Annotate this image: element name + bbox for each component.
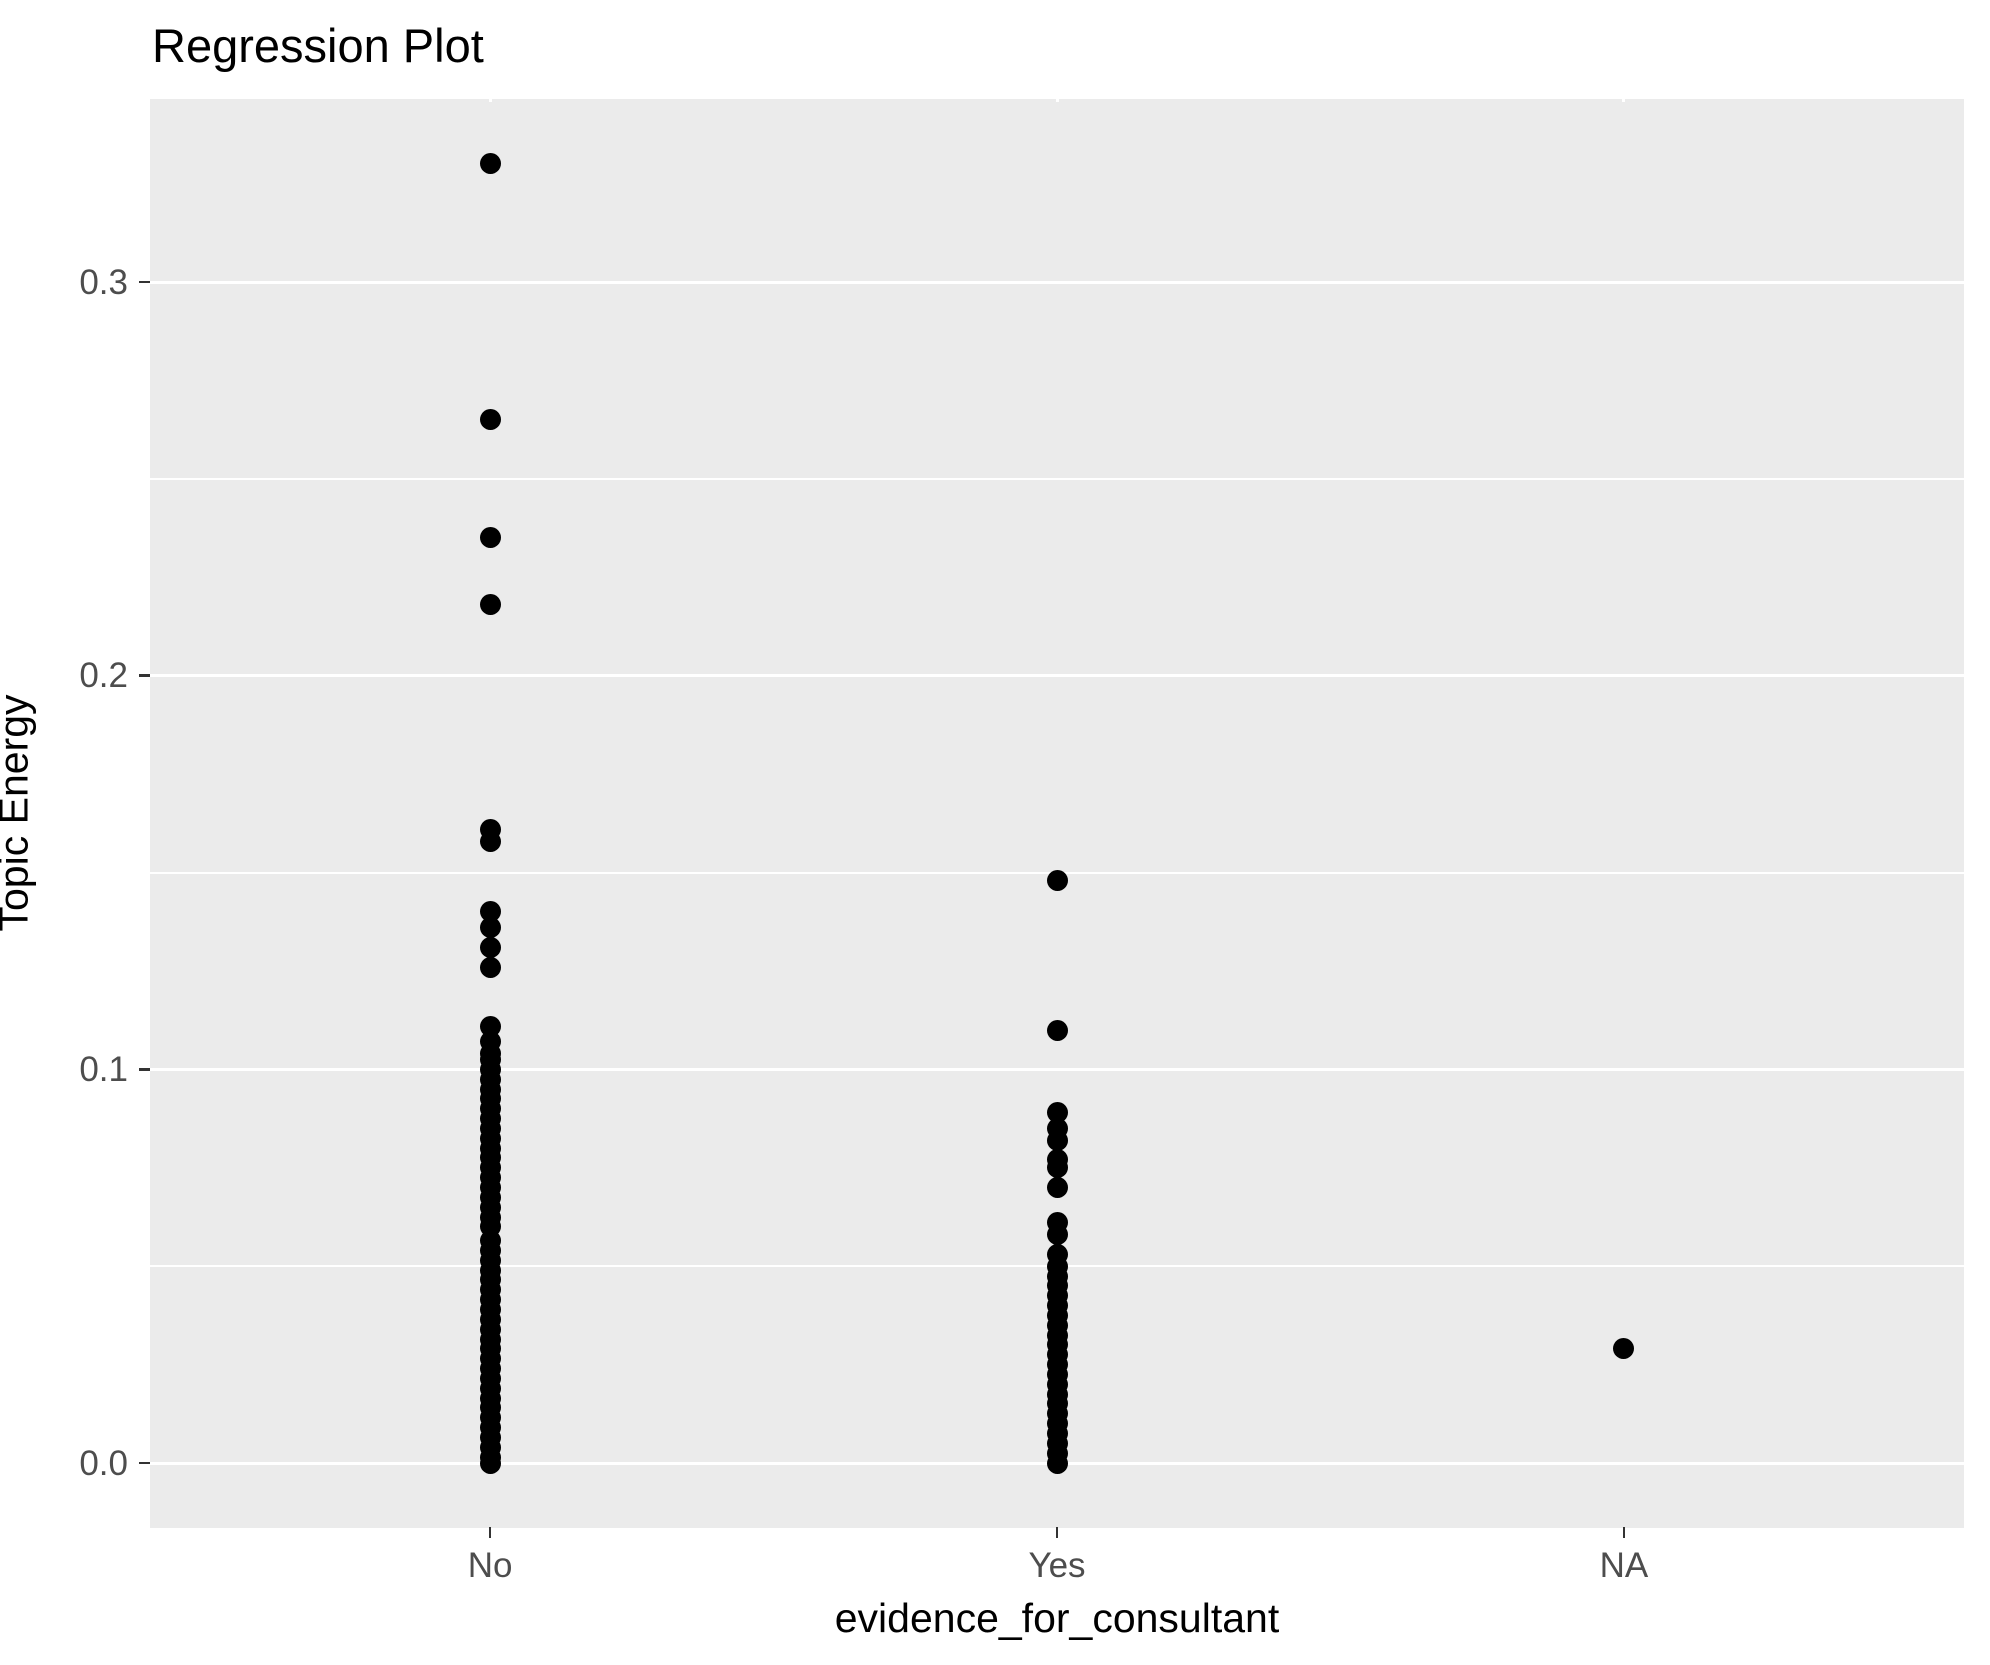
plot-title: Regression Plot bbox=[152, 19, 484, 72]
y-tick-label: 0.1 bbox=[79, 1049, 128, 1089]
y-major-gridline bbox=[150, 280, 1964, 284]
x-tick-mark bbox=[488, 1527, 492, 1538]
data-point bbox=[479, 153, 501, 175]
x-tick-label: No bbox=[467, 1546, 513, 1585]
y-tick-label: 0.2 bbox=[79, 656, 128, 696]
x-tick-label: NA bbox=[1599, 1546, 1649, 1585]
y-tick-label: 0.3 bbox=[79, 262, 128, 302]
data-point bbox=[1613, 1338, 1635, 1360]
y-tick-mark bbox=[139, 1068, 150, 1071]
data-point bbox=[479, 409, 501, 431]
x-axis-title: evidence_for_consultant bbox=[834, 1595, 1280, 1641]
data-point bbox=[1046, 1129, 1068, 1151]
x-major-gridline bbox=[1622, 99, 1626, 102]
data-point bbox=[1046, 1102, 1068, 1124]
y-tick-mark bbox=[139, 674, 150, 677]
y-tick-label: 0.0 bbox=[79, 1443, 128, 1483]
data-point bbox=[479, 594, 501, 616]
x-tick-label: Yes bbox=[1028, 1546, 1086, 1585]
data-point bbox=[479, 830, 501, 852]
data-point bbox=[1046, 1019, 1068, 1041]
data-point bbox=[1046, 1157, 1068, 1179]
y-major-gridline bbox=[150, 1067, 1964, 1071]
x-major-gridline bbox=[1055, 99, 1059, 102]
x-tick-mark bbox=[1055, 1527, 1059, 1538]
y-tick-mark bbox=[139, 280, 150, 284]
data-point bbox=[1046, 1224, 1068, 1246]
data-point bbox=[479, 956, 501, 978]
x-major-gridline bbox=[488, 99, 492, 102]
plot-panel bbox=[150, 99, 1964, 1528]
data-point bbox=[479, 917, 501, 939]
data-point bbox=[1046, 869, 1068, 891]
y-tick-mark bbox=[139, 1461, 150, 1465]
data-point bbox=[479, 936, 501, 958]
y-axis-title-text: Topic Energy bbox=[0, 694, 37, 932]
data-point bbox=[479, 1452, 501, 1474]
x-tick-mark bbox=[1622, 1527, 1626, 1538]
y-minor-gridline bbox=[150, 477, 1964, 480]
y-major-gridline bbox=[150, 674, 1964, 678]
data-point bbox=[1046, 1452, 1068, 1474]
data-point bbox=[479, 527, 501, 549]
data-point bbox=[1046, 1176, 1068, 1198]
